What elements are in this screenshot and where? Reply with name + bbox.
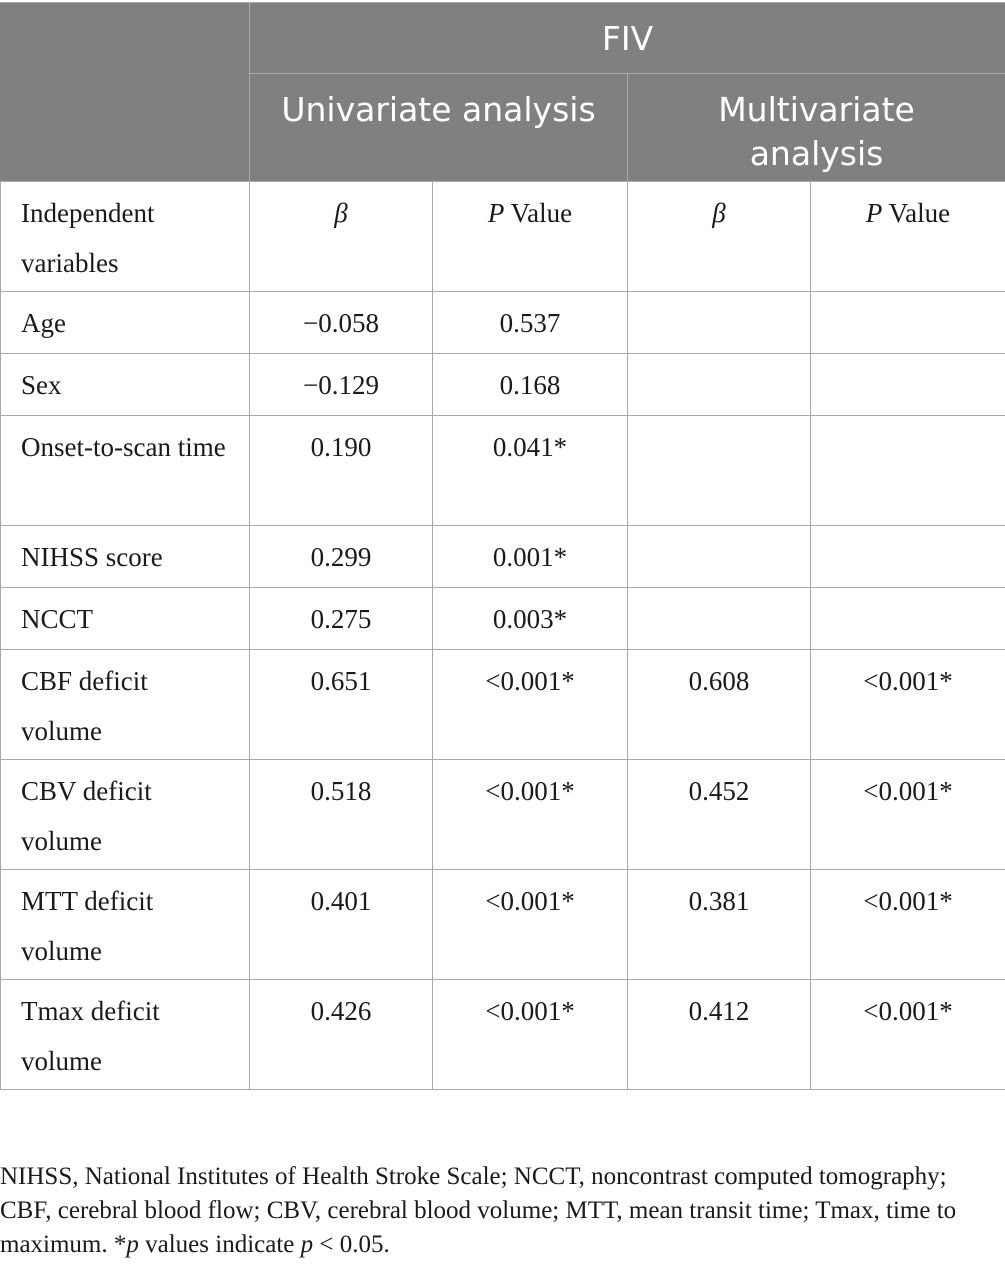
row-variable-name: MTT deficit volume xyxy=(0,869,250,980)
multivariate-p-cell xyxy=(809,291,1005,354)
column-label-univariate-p: P Value xyxy=(432,181,628,292)
table-row: MTT deficit volume 0.401 <0.001* 0.381 <… xyxy=(0,869,1005,980)
header-fiv: FIV xyxy=(248,2,1005,74)
row-variable-name: CBF deficit volume xyxy=(0,649,250,760)
table-footnote: NIHSS, National Institutes of Health Str… xyxy=(0,1163,957,1258)
table-row: Tmax deficit volume 0.426 <0.001* 0.412 … xyxy=(0,979,1005,1090)
multivariate-beta-cell: 0.381 xyxy=(627,869,811,980)
header-multivariate-text: Multivariate analysis xyxy=(718,90,915,173)
univariate-p-cell: <0.001* xyxy=(432,649,628,760)
univariate-p-cell: 0.041* xyxy=(432,415,628,526)
row-variable-name: Onset-to-scan time xyxy=(0,415,250,526)
multivariate-beta-cell xyxy=(627,525,811,588)
results-table: FIV Univariate analysis Multivariate ana… xyxy=(0,2,1005,1090)
row-variable-name: Sex xyxy=(0,353,250,416)
column-label-multivariate-beta: β xyxy=(627,181,811,292)
univariate-p-cell: 0.003* xyxy=(432,587,628,650)
univariate-beta-cell: 0.275 xyxy=(249,587,433,650)
column-label-multivariate-p: P Value xyxy=(809,181,1005,292)
univariate-p-cell: 0.168 xyxy=(432,353,628,416)
column-label-row: Independent variables β P Value β P Valu… xyxy=(0,181,1005,292)
univariate-beta-cell: −0.129 xyxy=(249,353,433,416)
univariate-beta-cell: 0.651 xyxy=(249,649,433,760)
multivariate-beta-cell xyxy=(627,587,811,650)
multivariate-beta-cell: 0.452 xyxy=(627,759,811,870)
table-row: NIHSS score 0.299 0.001* xyxy=(0,525,1005,588)
multivariate-p-cell xyxy=(809,587,1005,650)
table-row: CBV deficit volume 0.518 <0.001* 0.452 <… xyxy=(0,759,1005,870)
univariate-beta-cell: 0.401 xyxy=(249,869,433,980)
univariate-p-cell: 0.537 xyxy=(432,291,628,354)
table-row: Age −0.058 0.537 xyxy=(0,291,1005,354)
header-row-analysis: Univariate analysis Multivariate analysi… xyxy=(1,73,1005,182)
multivariate-p-cell: <0.001* xyxy=(809,979,1005,1090)
univariate-beta-cell: 0.299 xyxy=(249,525,433,588)
header-corner-cell xyxy=(0,2,250,182)
univariate-p-cell: <0.001* xyxy=(432,979,628,1090)
multivariate-p-cell xyxy=(809,353,1005,416)
header-row-group: FIV xyxy=(0,2,1005,182)
row-variable-name: CBV deficit volume xyxy=(0,759,250,870)
univariate-beta-cell: 0.426 xyxy=(249,979,433,1090)
row-variable-name: Tmax deficit volume xyxy=(0,979,250,1090)
header-multivariate: Multivariate analysis xyxy=(626,73,1005,182)
multivariate-p-cell: <0.001* xyxy=(809,649,1005,760)
univariate-p-cell: 0.001* xyxy=(432,525,628,588)
table-row: Onset-to-scan time 0.190 0.041* xyxy=(0,415,1005,526)
multivariate-beta-cell xyxy=(627,415,811,526)
multivariate-beta-cell xyxy=(627,291,811,354)
header-univariate: Univariate analysis xyxy=(249,73,628,182)
multivariate-p-cell xyxy=(809,525,1005,588)
univariate-beta-cell: 0.518 xyxy=(249,759,433,870)
multivariate-p-cell: <0.001* xyxy=(809,759,1005,870)
column-label-independent: Independent variables xyxy=(0,181,250,292)
multivariate-p-cell xyxy=(809,415,1005,526)
column-label-univariate-beta: β xyxy=(249,181,433,292)
univariate-p-cell: <0.001* xyxy=(432,869,628,980)
multivariate-beta-cell: 0.608 xyxy=(627,649,811,760)
univariate-p-cell: <0.001* xyxy=(432,759,628,870)
table-row: NCCT 0.275 0.003* xyxy=(0,587,1005,650)
univariate-beta-cell: −0.058 xyxy=(249,291,433,354)
univariate-beta-cell: 0.190 xyxy=(249,415,433,526)
row-variable-name: NCCT xyxy=(0,587,250,650)
row-variable-name: NIHSS score xyxy=(0,525,250,588)
table-row: Sex −0.129 0.168 xyxy=(0,353,1005,416)
multivariate-beta-cell xyxy=(627,353,811,416)
table-row: CBF deficit volume 0.651 <0.001* 0.608 <… xyxy=(0,649,1005,760)
multivariate-p-cell: <0.001* xyxy=(809,869,1005,980)
multivariate-beta-cell: 0.412 xyxy=(627,979,811,1090)
row-variable-name: Age xyxy=(0,291,250,354)
